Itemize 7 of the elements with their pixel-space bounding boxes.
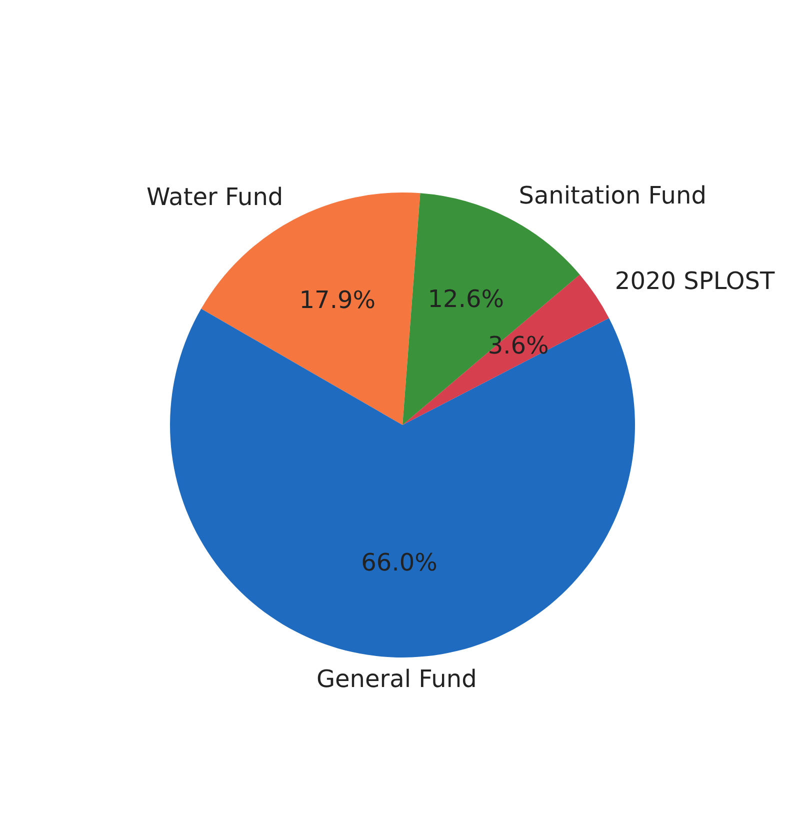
slice-label: General Fund	[316, 664, 477, 693]
slice-label: Sanitation Fund	[518, 181, 706, 210]
data-label: 17.9%	[299, 286, 376, 314]
data-label: 66.0%	[361, 548, 438, 577]
data-label: 12.6%	[428, 284, 504, 313]
slice-label: 2020 SPLOST	[614, 266, 775, 295]
slice-label: Water Fund	[146, 183, 284, 212]
